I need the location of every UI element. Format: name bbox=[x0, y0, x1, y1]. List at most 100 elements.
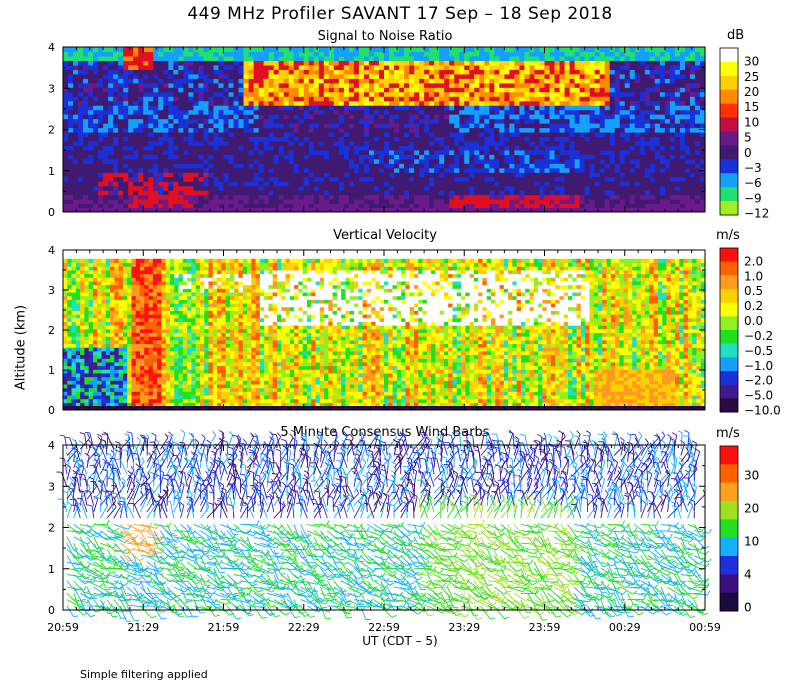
colorbar-frame bbox=[719, 47, 739, 216]
y-tick-label: 2 bbox=[48, 522, 55, 535]
colorbar-swatch bbox=[720, 519, 738, 539]
colorbar-label: 25 bbox=[744, 70, 759, 84]
filtering-note: Simple filtering applied bbox=[80, 668, 208, 681]
colorbar-label: 10 bbox=[744, 115, 759, 129]
colorbar-label: 5 bbox=[744, 131, 752, 145]
colorbar-swatch bbox=[720, 384, 738, 399]
colorbar-label: 30 bbox=[744, 469, 759, 483]
colorbar-swatch bbox=[720, 89, 738, 105]
colorbar-swatch bbox=[720, 289, 738, 304]
colorbar-label: −0.2 bbox=[744, 329, 773, 343]
colorbar-label: −1.0 bbox=[744, 359, 773, 373]
colorbar-swatch bbox=[720, 592, 738, 612]
colorbar-swatch bbox=[720, 330, 738, 345]
colorbar-label: 0 bbox=[744, 146, 752, 160]
colorbar-swatch bbox=[720, 537, 738, 557]
colorbar-swatch bbox=[720, 501, 738, 520]
colorbar-swatch bbox=[720, 75, 738, 91]
x-tick-label: 22:29 bbox=[288, 621, 320, 634]
y-tick-label: 4 bbox=[48, 244, 55, 257]
x-tick-label: 23:29 bbox=[448, 621, 480, 634]
wind-colorbar-unit: m/s bbox=[716, 426, 740, 441]
y-tick-label: 1 bbox=[48, 364, 55, 377]
velocity-panel-title: Vertical Velocity bbox=[333, 228, 437, 243]
x-axis-label: UT (CDT – 5) bbox=[362, 634, 438, 648]
colorbar-swatch bbox=[720, 398, 738, 413]
colorbar-label: −10.0 bbox=[744, 404, 781, 418]
colorbar-swatch bbox=[720, 574, 738, 594]
y-tick-label: 0 bbox=[48, 604, 55, 617]
snr-colorbar-unit: dB bbox=[727, 28, 745, 43]
x-tick-label: 22:59 bbox=[368, 621, 400, 634]
colorbar-label: 20 bbox=[744, 502, 759, 516]
y-tick-label: 3 bbox=[48, 284, 55, 297]
x-tick-label: 20:59 bbox=[47, 621, 79, 634]
snr-panel-title: Signal to Noise Ratio bbox=[317, 29, 453, 44]
wind-panel-title: 5 Minute Consensus Wind Barbs bbox=[280, 425, 490, 440]
colorbar-swatch bbox=[720, 159, 738, 174]
y-tick-label: 0 bbox=[48, 404, 55, 417]
colorbar-swatch bbox=[720, 482, 738, 502]
x-tick-label: 00:29 bbox=[609, 621, 641, 634]
wind-barbs bbox=[56, 429, 712, 622]
colorbar-swatch bbox=[720, 173, 738, 188]
colorbar-swatch bbox=[720, 187, 738, 202]
colorbar-swatch bbox=[720, 316, 738, 331]
colorbar-label: 10 bbox=[744, 535, 759, 549]
colorbar-swatch bbox=[720, 61, 738, 77]
y-tick-label: 1 bbox=[48, 165, 55, 178]
colorbar-label: −12 bbox=[744, 206, 769, 220]
colorbar-swatch bbox=[720, 357, 738, 372]
colorbar-swatch bbox=[720, 103, 738, 119]
colorbar-label: 0 bbox=[744, 601, 752, 615]
colorbar-swatch bbox=[720, 131, 738, 146]
y-tick-label: 0 bbox=[48, 206, 55, 219]
snr-heatmap bbox=[63, 47, 706, 212]
y-tick-label: 3 bbox=[48, 82, 55, 95]
colorbar-swatch bbox=[720, 302, 738, 317]
colorbar-swatch bbox=[720, 261, 738, 276]
colorbar-label: −6 bbox=[744, 176, 762, 190]
colorbar-swatch bbox=[720, 275, 738, 290]
x-tick-label: 00:59 bbox=[689, 621, 721, 634]
y-tick-label: 2 bbox=[48, 124, 55, 137]
colorbar-swatch bbox=[720, 145, 738, 160]
colorbar-label: −2.0 bbox=[744, 374, 773, 388]
colorbar-label: −5.0 bbox=[744, 389, 773, 403]
colorbar-label: −9 bbox=[744, 191, 762, 205]
colorbar-swatch bbox=[720, 371, 738, 386]
colorbar-swatch bbox=[720, 556, 738, 575]
colorbar-label: 20 bbox=[744, 85, 759, 99]
colorbar-label: 0.5 bbox=[744, 284, 763, 298]
colorbar-label: 1.0 bbox=[744, 269, 763, 283]
y-tick-label: 2 bbox=[48, 324, 55, 337]
colorbar-swatch bbox=[720, 464, 738, 484]
y-tick-label: 4 bbox=[48, 439, 55, 452]
velocity-colorbar-unit: m/s bbox=[716, 228, 740, 243]
x-tick-label: 23:59 bbox=[529, 621, 561, 634]
y-tick-label: 3 bbox=[48, 480, 55, 493]
colorbar-label: 0.0 bbox=[744, 314, 763, 328]
colorbar-swatch bbox=[720, 343, 738, 358]
colorbar-label: 30 bbox=[744, 55, 759, 69]
colorbar-label: 0.2 bbox=[744, 299, 763, 313]
colorbar-label: 2.0 bbox=[744, 254, 763, 268]
y-tick-label: 1 bbox=[48, 563, 55, 576]
x-tick-label: 21:29 bbox=[127, 621, 159, 634]
colorbar-frame bbox=[719, 247, 739, 413]
figure-title: 449 MHz Profiler SAVANT 17 Sep – 18 Sep … bbox=[187, 4, 613, 24]
colorbar-swatch bbox=[720, 201, 738, 216]
colorbar-label: 15 bbox=[744, 100, 759, 114]
colorbar-label: −3 bbox=[744, 161, 762, 175]
velocity-heatmap bbox=[63, 258, 706, 410]
colorbar-frame bbox=[719, 445, 739, 612]
y-tick-label: 4 bbox=[48, 41, 55, 54]
colorbar-label: −0.5 bbox=[744, 344, 773, 358]
colorbar-label: 4 bbox=[744, 568, 752, 582]
colorbar-swatch bbox=[720, 248, 738, 263]
x-tick-label: 21:59 bbox=[208, 621, 240, 634]
colorbar-swatch bbox=[720, 446, 738, 465]
colorbar-swatch bbox=[720, 117, 738, 132]
